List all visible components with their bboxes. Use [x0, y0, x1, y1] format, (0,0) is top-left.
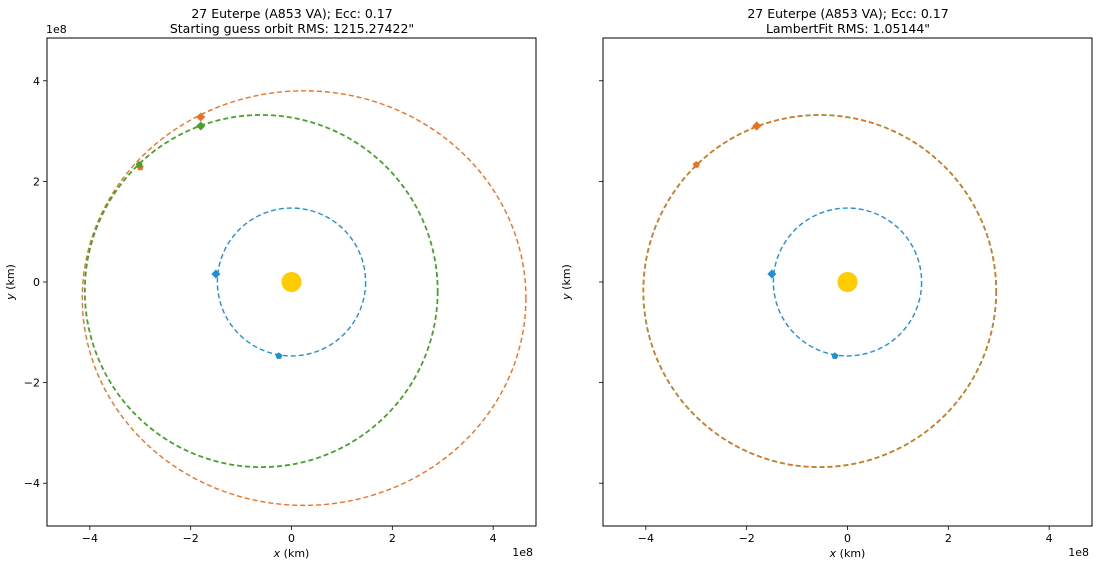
- x-tick-label: 0: [844, 532, 851, 545]
- point-diamond-2: [196, 112, 206, 122]
- x-tick-label: 4: [1046, 532, 1053, 545]
- left-panel: 27 Euterpe (A853 VA); Ecc: 0.17 Starting…: [4, 6, 537, 560]
- y-exponent: 1e8: [46, 23, 67, 36]
- point-pentagon-1: [275, 352, 283, 359]
- left-subtitle: Starting guess orbit RMS: 1215.27422": [170, 21, 414, 36]
- x-tick-label: −4: [82, 532, 98, 545]
- y-axis-label: y (km): [560, 264, 573, 301]
- x-exponent: 1e8: [512, 546, 533, 559]
- point-diamond-3: [196, 121, 206, 131]
- y-tick-label: −4: [24, 477, 40, 490]
- point-pentagon-1: [831, 352, 839, 359]
- x-axis-label: x (km): [273, 547, 310, 560]
- point-diamond-0: [767, 269, 777, 279]
- sun-marker: [837, 272, 858, 292]
- point-pentagon-5: [135, 161, 143, 168]
- x-tick-label: 2: [945, 532, 952, 545]
- x-tick-label: −4: [638, 532, 654, 545]
- orbit-1: [642, 114, 998, 469]
- point-diamond-3: [752, 121, 762, 131]
- y-axis-label: y (km): [4, 264, 17, 301]
- x-tick-label: 0: [288, 532, 295, 545]
- x-tick-label: 2: [389, 532, 396, 545]
- sun-marker: [281, 272, 302, 292]
- x-tick-label: −2: [739, 532, 755, 545]
- y-tick-label: −2: [24, 377, 40, 390]
- point-pentagon-4: [692, 161, 700, 168]
- point-diamond-0: [211, 269, 221, 279]
- left-title: 27 Euterpe (A853 VA); Ecc: 0.17: [191, 6, 392, 21]
- orbit-0: [216, 207, 367, 357]
- x-tick-label: −2: [183, 532, 199, 545]
- right-title: 27 Euterpe (A853 VA); Ecc: 0.17: [747, 6, 948, 21]
- y-tick-label: 4: [33, 75, 40, 88]
- x-tick-label: 4: [490, 532, 497, 545]
- orbit-2: [642, 114, 997, 468]
- x-exponent: 1e8: [1068, 546, 1089, 559]
- x-axis-label: x (km): [829, 547, 866, 560]
- right-subtitle: LambertFit RMS: 1.05144": [766, 21, 930, 36]
- orbit-0: [772, 207, 923, 357]
- orbit-2: [83, 114, 439, 469]
- y-tick-label: 2: [33, 175, 40, 188]
- right-panel: 27 Euterpe (A853 VA); Ecc: 0.17 LambertF…: [560, 6, 1093, 560]
- orbit-1: [81, 90, 527, 507]
- y-tick-label: 0: [33, 276, 40, 289]
